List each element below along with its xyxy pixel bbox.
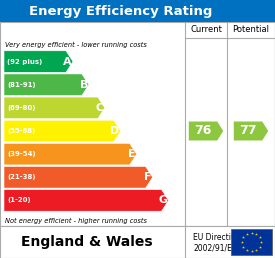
Polygon shape xyxy=(189,122,223,141)
Polygon shape xyxy=(4,143,137,165)
Polygon shape xyxy=(4,97,105,119)
Bar xyxy=(0,226,275,258)
Text: D: D xyxy=(111,126,120,136)
Text: (39-54): (39-54) xyxy=(7,151,36,157)
Polygon shape xyxy=(4,51,73,72)
Text: (21-38): (21-38) xyxy=(7,174,35,180)
Text: A: A xyxy=(63,57,72,67)
Text: G: G xyxy=(158,195,167,205)
Bar xyxy=(231,229,272,255)
Text: E: E xyxy=(128,149,136,159)
Text: (92 plus): (92 plus) xyxy=(7,59,42,64)
Bar xyxy=(0,0,275,22)
Polygon shape xyxy=(4,74,89,95)
Text: England & Wales: England & Wales xyxy=(21,235,153,249)
Text: B: B xyxy=(79,80,88,90)
Polygon shape xyxy=(4,120,121,142)
Text: (81-91): (81-91) xyxy=(7,82,36,88)
Text: Very energy efficient - lower running costs: Very energy efficient - lower running co… xyxy=(5,42,147,48)
Text: F: F xyxy=(144,172,152,182)
Polygon shape xyxy=(4,166,153,188)
Text: 77: 77 xyxy=(239,125,257,138)
Text: 76: 76 xyxy=(194,125,212,138)
Text: (69-80): (69-80) xyxy=(7,105,35,111)
Text: C: C xyxy=(96,103,104,113)
Text: Not energy efficient - higher running costs: Not energy efficient - higher running co… xyxy=(5,218,147,224)
Text: 2002/91/EC: 2002/91/EC xyxy=(193,244,237,253)
Text: EU Directive: EU Directive xyxy=(193,233,240,242)
Text: (1-20): (1-20) xyxy=(7,197,31,203)
Text: (55-68): (55-68) xyxy=(7,128,35,134)
Bar xyxy=(0,22,275,226)
Text: Potential: Potential xyxy=(232,26,270,35)
Polygon shape xyxy=(234,122,268,141)
Text: Current: Current xyxy=(190,26,222,35)
Polygon shape xyxy=(4,190,169,211)
Text: Energy Efficiency Rating: Energy Efficiency Rating xyxy=(29,4,213,18)
